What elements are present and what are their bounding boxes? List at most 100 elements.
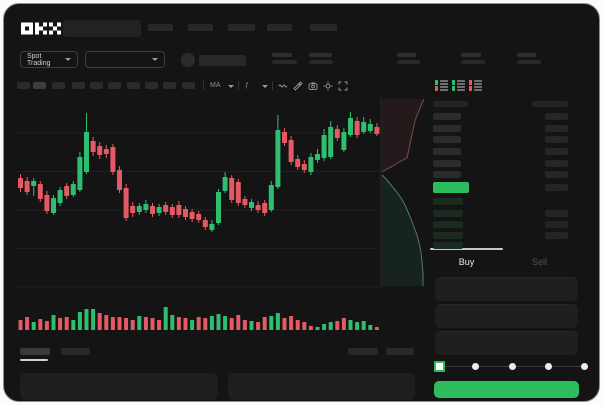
stat-label [309,53,332,57]
candle-body [176,205,182,215]
volume-bar [91,309,96,330]
bid-price-cell[interactable] [433,210,463,217]
combined-book-icon[interactable] [435,80,448,91]
depth-bids-line [381,174,424,286]
candle-body [301,164,307,170]
orderbook-price-header [433,101,468,107]
timeframe-button[interactable] [108,82,121,89]
price-placeholder [199,55,246,66]
bid-amount-cell [545,221,568,228]
toolbar-divider [272,81,273,90]
pencil-icon[interactable] [293,81,303,91]
gear-icon[interactable] [323,81,333,91]
candle-body [282,132,287,143]
bid-price-cell[interactable] [433,221,463,228]
candle-body [216,192,221,223]
nav-item[interactable] [148,24,173,31]
timeframe-button[interactable] [182,82,195,89]
volume-bar [190,320,195,330]
indicators-button[interactable]: ƒ [245,81,249,91]
timeframe-button[interactable] [52,82,65,89]
candle-body [341,132,347,150]
ask-price-cell[interactable] [433,113,461,120]
volume-bar [150,318,155,330]
bottom-tab-active[interactable] [20,348,50,355]
volume-bar [355,322,360,330]
bottom-right-tab[interactable] [386,348,414,355]
volume-bar [137,316,142,330]
volume-bar [256,322,261,330]
volume-bar [242,320,247,330]
timeframe-button[interactable] [17,82,30,89]
last-price-badge[interactable] [433,182,469,193]
chevron-down-icon [65,58,71,61]
volume-bar [216,314,221,330]
timeframe-button[interactable] [72,82,85,89]
ask-price-cell[interactable] [433,160,461,167]
slider-step-dot[interactable] [545,363,552,370]
pair-selector[interactable] [85,51,165,68]
okx-logo[interactable] [21,21,61,36]
slider-step-dot[interactable] [472,363,479,370]
tab-sell[interactable]: Sell [503,257,576,267]
bid-price-cell[interactable] [433,232,463,239]
nav-item[interactable] [267,24,292,31]
ask-price-cell[interactable] [433,171,461,178]
asks-book-icon[interactable] [469,80,482,91]
wave-icon[interactable] [278,81,288,91]
bottom-right-tab[interactable] [348,348,378,355]
bid-price-cell[interactable] [433,198,463,205]
timeframe-button[interactable] [127,82,140,89]
depth-bids-area [381,175,423,286]
candle-body [288,140,294,162]
search-input[interactable] [63,20,141,37]
volume-bar [308,326,313,330]
timeframe-button[interactable] [90,82,103,89]
volume-bar [335,321,340,330]
timeframe-button[interactable] [33,82,46,89]
candle-body [64,186,70,196]
candle-body [242,199,248,205]
candle-body [367,124,373,131]
ask-price-cell[interactable] [433,125,461,132]
volume-bar [203,318,208,330]
nav-item[interactable] [310,24,337,31]
candle-body [130,206,136,213]
stat-value [272,60,297,64]
timeframe-button[interactable] [145,82,158,89]
candle-body [275,130,281,187]
bid-price-cell[interactable] [433,242,463,249]
market-type-selector[interactable]: Spot Trading [20,51,78,68]
nav-item[interactable] [188,24,213,31]
order-form-field[interactable] [435,277,578,301]
chevron-down-icon[interactable] [228,85,234,88]
camera-icon[interactable] [308,81,318,91]
candle-body [31,181,37,186]
candle-body [143,204,149,210]
price-chart[interactable] [3,3,600,402]
ask-amount-cell [545,171,568,178]
bottom-tab[interactable] [61,348,90,355]
fullscreen-icon[interactable] [338,81,348,91]
ma-indicator-button[interactable]: MA [210,81,221,91]
order-form-field[interactable] [435,304,578,328]
tab-buy[interactable]: Buy [430,257,503,267]
timeframe-button[interactable] [163,82,176,89]
candle-body [183,209,188,217]
buy-submit-button[interactable] [434,381,579,398]
order-form-field[interactable] [435,331,578,355]
slider-step-dot[interactable] [508,363,516,370]
volume-bar [25,317,30,330]
ask-price-cell[interactable] [433,148,461,155]
chevron-down-icon[interactable] [262,85,268,88]
slider-step-dot[interactable] [580,363,588,370]
ask-price-cell[interactable] [433,136,461,143]
bottom-panel-left [20,373,218,400]
volume-bar [84,309,89,330]
nav-item[interactable] [228,24,255,31]
slider-handle[interactable] [433,361,445,372]
volume-bar [176,317,181,330]
bids-book-icon[interactable] [452,80,465,91]
volume-bar [223,316,228,330]
